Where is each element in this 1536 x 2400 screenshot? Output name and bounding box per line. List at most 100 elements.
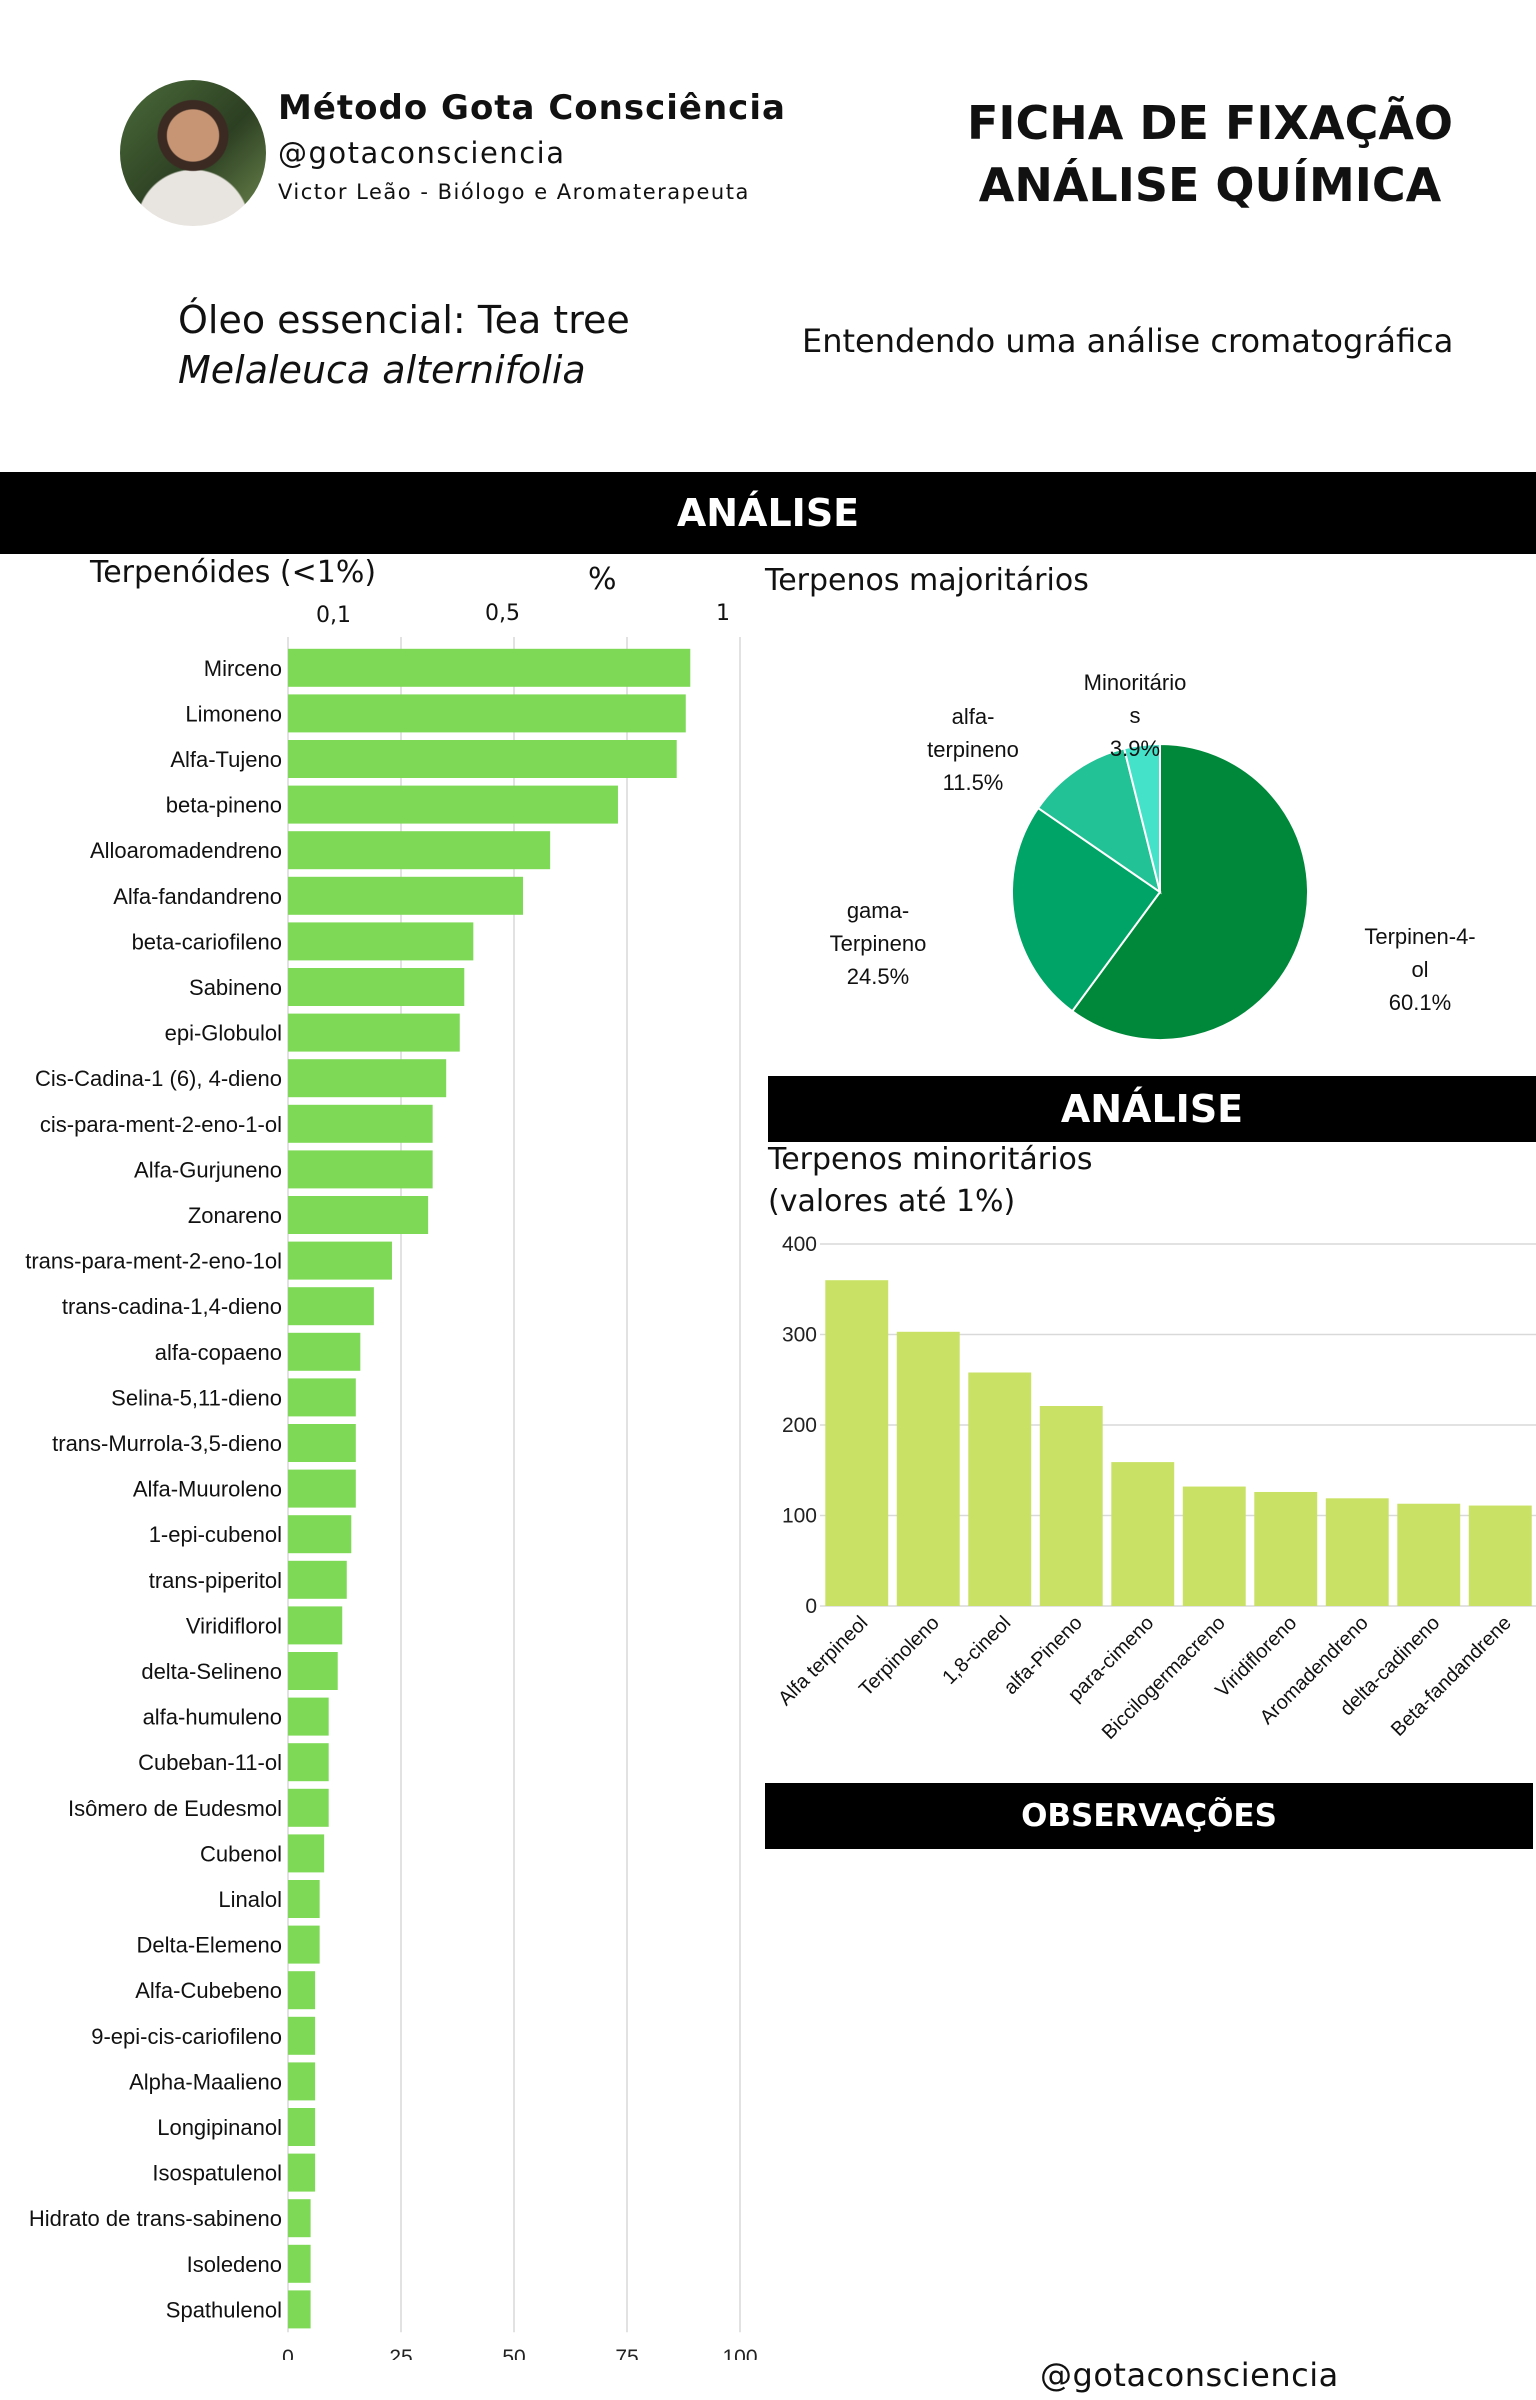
bar	[288, 1150, 433, 1189]
oil-label: Óleo essencial:	[178, 298, 466, 342]
y-tick-label: 300	[782, 1324, 817, 1347]
category-label: Isoledeno	[187, 2252, 282, 2277]
x-tick-label: 75	[615, 2346, 638, 2360]
bar	[288, 1332, 361, 1371]
bar	[288, 1424, 356, 1462]
bar	[288, 1697, 329, 1736]
y-tick-label: 400	[782, 1233, 817, 1256]
slice-value-label: 24.5%	[847, 964, 909, 989]
bar	[288, 2199, 311, 2238]
category-label: Alfa-fandandreno	[113, 884, 282, 909]
category-label: trans-cadina-1,4-dieno	[62, 1294, 282, 1319]
sheet-title-line2: ANÁLISE QUÍMICA	[978, 158, 1442, 212]
slice-label: gama-	[847, 898, 909, 923]
category-label: Longipinanol	[157, 2115, 282, 2140]
oil-species: Melaleuca alternifolia	[178, 348, 586, 392]
category-label: Viridiflorol	[186, 1613, 282, 1638]
category-label: Sabineno	[189, 975, 282, 1000]
pie-slice	[1122, 742, 1161, 893]
slice-label: s	[1130, 703, 1141, 728]
x-tick-label: 50	[502, 2346, 525, 2360]
bar	[288, 876, 524, 915]
category-label: Isospatulenol	[152, 2161, 282, 2186]
bar	[1039, 1405, 1103, 1606]
category-label: Selina-5,11-dieno	[111, 1385, 282, 1410]
bar	[288, 1059, 447, 1098]
slice-label: Terpinen-4-	[1364, 924, 1475, 949]
category-label: Spathulenol	[166, 2297, 282, 2322]
slice-label: alfa-	[952, 704, 995, 729]
category-label: Hidrato de trans-sabineno	[29, 2206, 282, 2231]
sheet-title: FICHA DE FIXAÇÃO ANÁLISE QUÍMICA	[960, 92, 1460, 216]
category-label: beta-pineno	[166, 793, 282, 818]
category-label: Alfa-Tujeno	[170, 747, 282, 772]
analysis-band-secondary: ANÁLISE	[768, 1076, 1536, 1142]
y-tick-label: 200	[782, 1414, 817, 1437]
bar	[1182, 1486, 1246, 1606]
slice-label: Terpineno	[830, 931, 927, 956]
bar	[288, 1652, 338, 1690]
bar	[288, 1515, 352, 1554]
category-label: Isômero de Eudesmol	[68, 1796, 282, 1821]
category-label: Cubenol	[200, 1841, 282, 1866]
slice-label: Minoritário	[1084, 670, 1187, 695]
category-label: Alfa-Muuroleno	[133, 1477, 282, 1502]
category-label: 9-epi-cis-cariofileno	[91, 2024, 282, 2049]
observations-band: OBSERVAÇÕES	[765, 1783, 1533, 1849]
x-tick-label: 25	[389, 2346, 412, 2360]
bar	[825, 1280, 889, 1606]
category-label: Beta-fandandrene	[1387, 1612, 1516, 1741]
terpenoids-title: Terpenóides (<1%)	[90, 555, 377, 590]
bar	[288, 1834, 325, 1873]
x-tick-label: 0	[282, 2346, 294, 2360]
analysis-band: ANÁLISE	[0, 472, 1536, 554]
minor-terpenes-title: Terpenos minoritários	[768, 1142, 1093, 1177]
slice-value-label: 11.5%	[943, 770, 1004, 795]
percent-symbol: %	[588, 562, 617, 597]
bar	[288, 740, 677, 778]
author-credit: Victor Leão - Biólogo e Aromaterapeuta	[278, 180, 750, 204]
bar	[896, 1331, 960, 1606]
bar	[288, 694, 686, 733]
footer-handle: @gotaconsciencia	[1040, 2356, 1339, 2394]
top-scale-label: 0,1	[316, 603, 351, 628]
author-avatar	[120, 80, 266, 226]
category-label: Zonareno	[188, 1203, 282, 1228]
category-label: Biccilogermacreno	[1098, 1612, 1230, 1744]
bar	[288, 1788, 329, 1827]
bar	[1325, 1498, 1389, 1606]
bar	[1111, 1462, 1175, 1606]
category-label: beta-cariofileno	[132, 929, 282, 954]
top-scale-label: 1	[716, 601, 730, 626]
category-label: 1-epi-cubenol	[149, 1522, 282, 1547]
bar	[288, 1606, 343, 1645]
sheet-subtitle: Entendendo uma análise cromatográfica	[802, 322, 1454, 360]
bar	[288, 785, 618, 824]
bar	[288, 2244, 311, 2283]
bar	[288, 1013, 460, 1052]
bar	[288, 1287, 374, 1326]
top-scale-label: 0,5	[485, 601, 520, 626]
bar	[288, 1560, 347, 1599]
bar	[288, 1971, 316, 2010]
oil-heading: Óleo essencial: Tea tree	[178, 298, 630, 342]
bar	[288, 1743, 329, 1782]
bar	[288, 2290, 311, 2329]
pie-slice	[1036, 747, 1162, 895]
category-label: Delta-Elemeno	[136, 1933, 282, 1958]
category-label: 1,8-cineol	[938, 1612, 1015, 1689]
bar	[288, 2108, 316, 2146]
bar	[288, 1104, 433, 1143]
major-terpenes-pie-chart: Terpinen-4- ol 60.1% gama- Terpineno 24.5% alf…	[830, 670, 1476, 1041]
category-label: cis-para-ment-2-eno-1-ol	[40, 1112, 282, 1137]
slice-label: terpineno	[927, 737, 1019, 762]
bar	[288, 1925, 320, 1964]
slice-label: ol	[1411, 957, 1428, 982]
category-label: trans-Murrola-3,5-dieno	[52, 1431, 282, 1456]
category-label: Alpha-Maalieno	[129, 2069, 282, 2094]
category-label: Linalol	[218, 1887, 282, 1912]
category-label: epi-Globulol	[165, 1021, 282, 1046]
y-tick-label: 100	[782, 1505, 817, 1528]
terpenoids-bar-chart: 0 25 50 75 100 Mirceno Limoneno Alfa-Tujeno beta…	[25, 637, 758, 2360]
pie-slice	[1070, 742, 1309, 1041]
